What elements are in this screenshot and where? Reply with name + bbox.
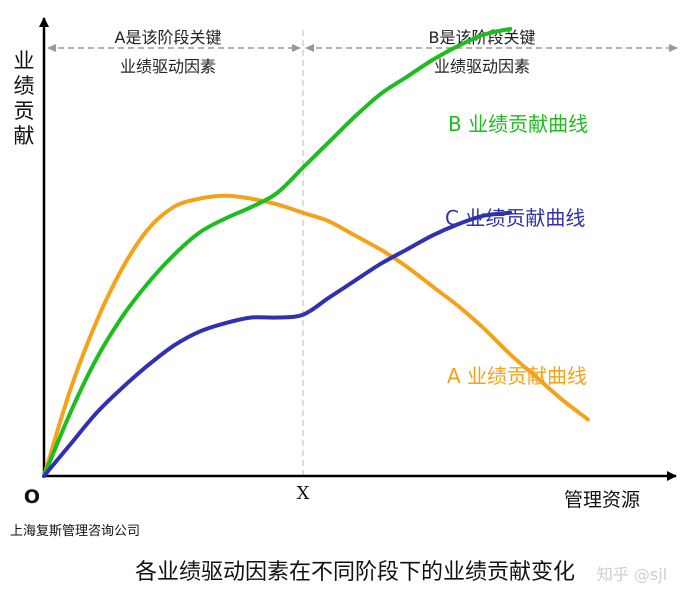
company-name: 上海复斯管理咨询公司 [10,524,140,539]
x-marker-label: X [297,483,310,504]
series-label-c: C 业绩贡献曲线 [445,206,585,230]
figure-caption: 各业绩驱动因素在不同阶段下的业绩贡献变化 [135,560,575,585]
phase-b-label-line1: B是该阶段关键 [429,28,536,47]
y-axis-label-char-3: 贡 [14,99,35,123]
phase-b-label-line2: 业绩驱动因素 [434,57,530,76]
x-axis-label: 管理资源 [564,489,640,511]
y-axis-label-char-1: 业 [14,49,35,73]
y-axis-label-char-2: 绩 [14,74,35,98]
series-line-a [42,193,590,478]
series-line-b [42,26,513,478]
series-line-c [42,210,513,478]
phase-a-label-line2: 业绩驱动因素 [120,57,216,76]
series-label-b: B 业绩贡献曲线 [448,112,588,136]
origin-label: O [24,486,40,508]
phase-a-label-line1: A是该阶段关键 [115,28,222,47]
curves-group [42,26,590,478]
y-axis-label-char-4: 献 [14,124,35,148]
series-label-a: A 业绩贡献曲线 [447,364,587,388]
watermark: 知乎 @sjl [597,565,667,584]
